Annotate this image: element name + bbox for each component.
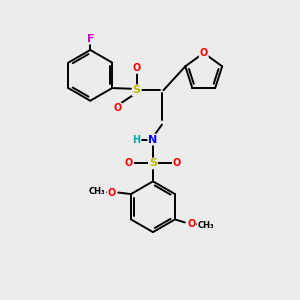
Text: CH₃: CH₃ bbox=[197, 221, 214, 230]
Text: N: N bbox=[148, 134, 158, 145]
Text: CH₃: CH₃ bbox=[89, 188, 106, 196]
Text: O: O bbox=[200, 48, 208, 58]
Text: O: O bbox=[113, 103, 121, 113]
Text: H: H bbox=[133, 134, 141, 145]
Text: O: O bbox=[107, 188, 116, 198]
Text: F: F bbox=[86, 34, 94, 44]
Text: S: S bbox=[149, 158, 157, 168]
Text: S: S bbox=[133, 85, 141, 95]
Text: O: O bbox=[125, 158, 133, 168]
Text: O: O bbox=[187, 219, 196, 229]
Text: O: O bbox=[173, 158, 181, 168]
Text: O: O bbox=[132, 63, 141, 73]
